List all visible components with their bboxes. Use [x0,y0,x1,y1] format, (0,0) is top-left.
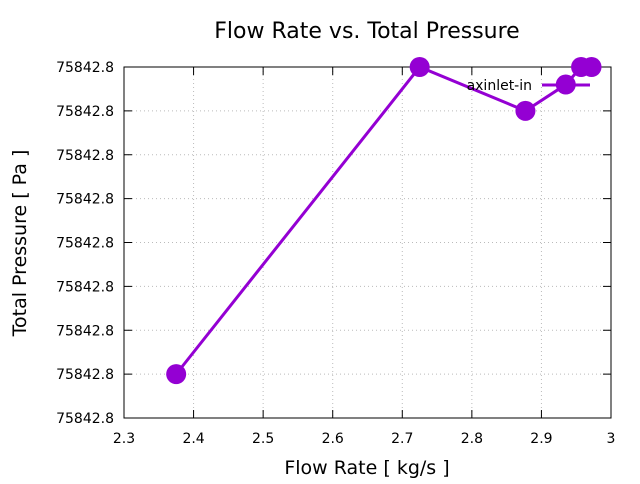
x-tick-label: 3 [607,431,616,447]
x-tick-label: 2.9 [530,431,552,447]
y-tick-label: 75842.8 [56,60,114,76]
y-tick-label: 75842.8 [56,279,114,295]
legend: axinlet-in [467,78,590,94]
y-axis-label: Total Pressure [ Pa ] [9,150,31,338]
plot-border [123,66,612,419]
data-point [166,364,187,385]
y-tick-label: 75842.8 [56,323,114,339]
data-point [581,57,602,77]
x-tick-label: 2.3 [113,431,135,447]
x-tick-label: 2.7 [391,431,413,447]
y-tick-label: 75842.8 [56,236,114,252]
legend-label: axinlet-in [467,78,532,94]
y-tick-label: 75842.8 [56,367,114,383]
y-tick-label: 75842.8 [56,411,114,427]
x-tick-label: 2.5 [252,431,274,447]
data-point [515,100,536,121]
data-point [409,57,430,77]
x-tick-label: 2.6 [322,431,344,447]
x-axis-label: Flow Rate [ kg/s ] [284,457,449,479]
y-tick-label: 75842.8 [56,104,114,120]
chart-title: Flow Rate vs. Total Pressure [214,19,519,44]
y-tick-label: 75842.8 [56,192,114,208]
x-tick-label: 2.4 [182,431,204,447]
x-tick-label: 2.8 [461,431,483,447]
y-tick-label: 75842.8 [56,148,114,164]
